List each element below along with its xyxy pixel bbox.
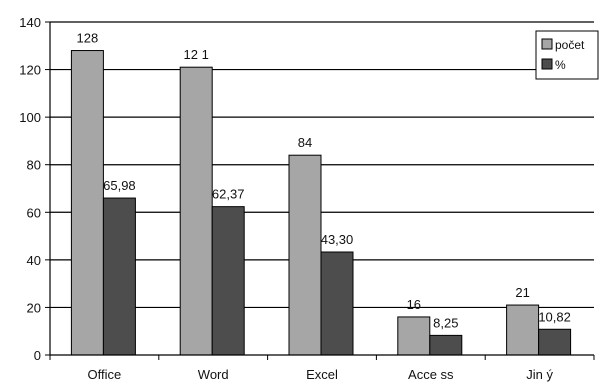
y-tick-label: 20: [27, 300, 41, 315]
bar-percent: [102, 197, 136, 356]
x-tick-label: Word: [198, 367, 229, 382]
legend-swatch: [541, 58, 553, 70]
gridlines: [50, 21, 594, 309]
x-tick-label: Jin ý: [526, 367, 553, 382]
y-tick-label: 80: [27, 158, 41, 173]
bar-pocet: [70, 50, 104, 356]
data-label-pocet: 21: [515, 285, 529, 300]
data-label-pocet: 84: [298, 135, 312, 150]
bar-pocet: [179, 66, 213, 356]
data-label-percent: 10,82: [538, 309, 571, 324]
data-labels: 128 65,98 12 1 62,37 84 43,30 16 8,25 21 10,82: [77, 31, 571, 331]
y-tick-label: 40: [27, 253, 41, 268]
bar-pocet: [506, 304, 540, 356]
x-tick-label: Excel: [306, 367, 338, 382]
bars: [70, 50, 572, 356]
legend-label: počet: [555, 38, 585, 52]
data-label-pocet: 12 1: [184, 47, 209, 62]
data-label-percent: 43,30: [321, 232, 354, 247]
data-label-percent: 65,98: [103, 178, 136, 193]
y-tick-label: 120: [19, 63, 41, 78]
y-tick-label: 140: [19, 15, 41, 30]
bar-percent: [211, 206, 245, 356]
bar-percent: [538, 328, 572, 356]
data-label-pocet: 128: [77, 31, 99, 46]
bar-percent: [320, 251, 354, 356]
y-tick-label: 0: [34, 348, 41, 363]
bar-percent: [429, 334, 463, 356]
x-tick-label: Acce ss: [408, 367, 454, 382]
bar-pocet: [288, 154, 322, 356]
x-tick-label: Office: [88, 367, 122, 382]
legend: počet%: [535, 30, 599, 80]
data-label-percent: 8,25: [433, 315, 458, 330]
y-tick-label: 60: [27, 205, 41, 220]
data-label-pocet: 16: [407, 297, 421, 312]
bar-pocet: [397, 316, 431, 356]
legend-swatch: [541, 38, 553, 50]
legend-label: %: [555, 58, 566, 72]
data-label-percent: 62,37: [212, 187, 245, 202]
axes: 0 20 40 60 80 100 120 140 Office Word Excel Acce ss…: [19, 15, 595, 382]
y-tick-label: 100: [19, 110, 41, 125]
